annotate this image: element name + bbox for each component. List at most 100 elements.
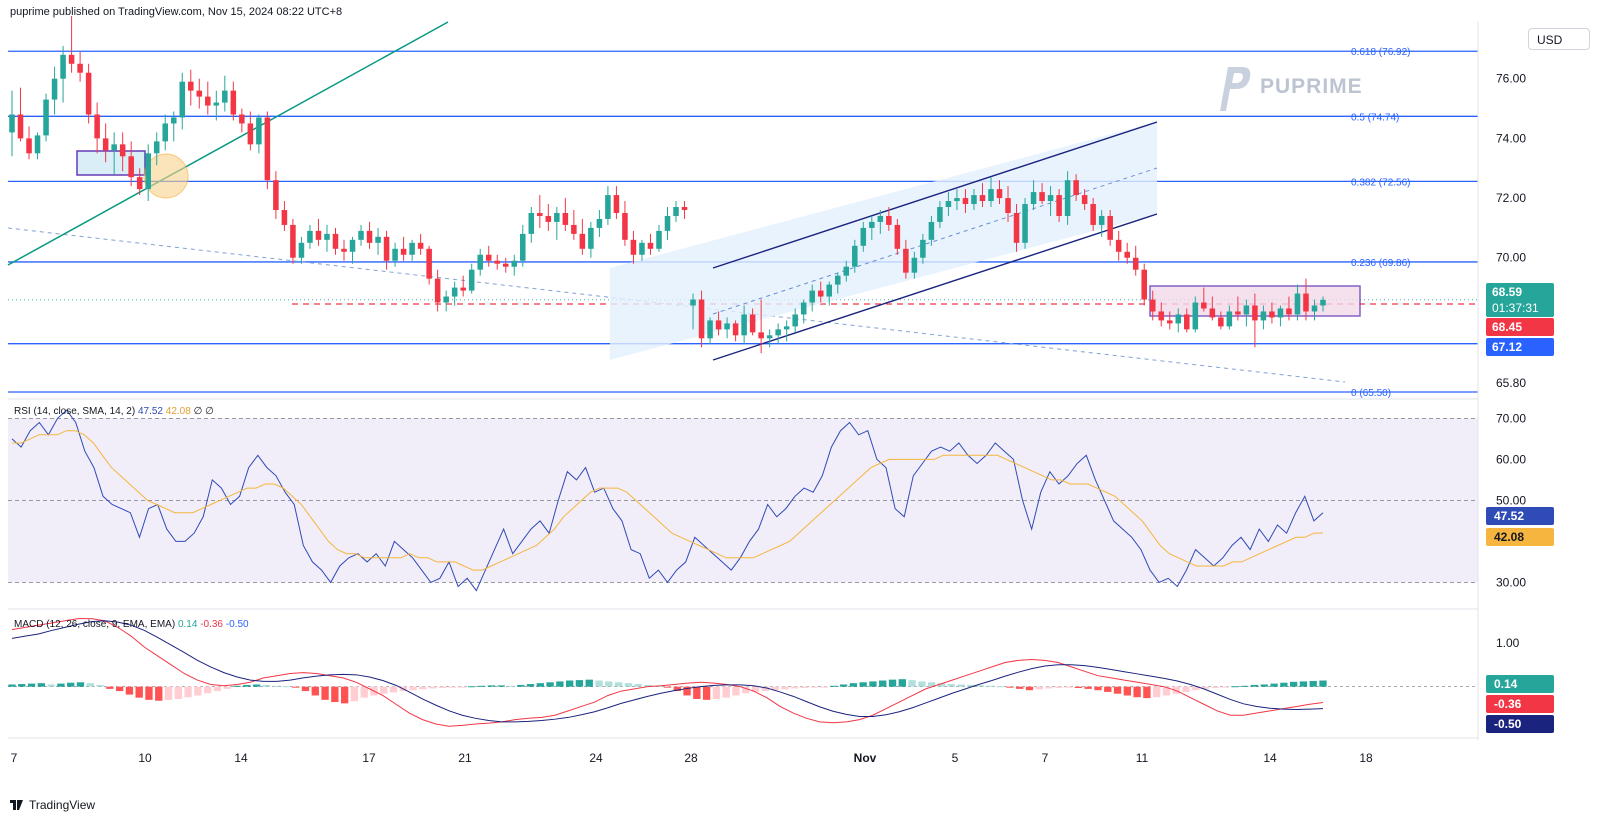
macd-histogram-bar (419, 686, 427, 690)
candle-body (545, 215, 552, 222)
macd-histogram-bar (1231, 686, 1239, 688)
macd-histogram-bar (272, 685, 280, 687)
macd-histogram-bar (673, 686, 681, 692)
candle-body (451, 287, 458, 297)
support-level-badge: 67.12 (1492, 340, 1522, 354)
candle-body (213, 102, 220, 106)
candle-body (298, 242, 305, 258)
macd-histogram-bar (57, 683, 65, 687)
candle-body (349, 239, 356, 252)
macd-histogram-bar (1299, 681, 1308, 687)
rsi-tick: 30.00 (1496, 575, 1526, 589)
macd-histogram-bar (898, 679, 906, 687)
highlight-circle (143, 153, 189, 199)
candle-body (179, 81, 186, 118)
candle-body (775, 329, 781, 336)
macd-histogram-bar (311, 686, 319, 696)
macd-histogram-bar (927, 682, 936, 687)
time-tick: 10 (138, 751, 152, 765)
macd-histogram-bar (223, 686, 231, 689)
macd-histogram-bar (1211, 686, 1220, 688)
fib-label: 0 (65.50) (1351, 388, 1391, 399)
fib-label: 0.618 (76.92) (1351, 47, 1411, 58)
macd-histogram-bar (849, 683, 858, 687)
candle-body (332, 233, 339, 249)
rsi-tick: 60.00 (1496, 452, 1526, 466)
candle-body (34, 135, 41, 154)
candle-body (698, 299, 705, 339)
candle-body (315, 230, 322, 240)
macd-histogram-bar (1064, 686, 1073, 688)
candle-body (647, 242, 654, 249)
candle-body (43, 99, 49, 136)
candle-body (962, 198, 969, 205)
candle-body (732, 323, 739, 336)
macd-histogram-bar (438, 686, 447, 688)
candle-body (247, 123, 254, 145)
candle-body (222, 90, 228, 103)
macd-histogram-bar (301, 686, 310, 692)
macd-histogram-bar (380, 686, 388, 694)
macd-legend: MACD (12, 26, close, 9, EMA, EMA) 0.14 -… (14, 619, 249, 630)
macd-histogram-bar (429, 686, 437, 689)
candle-body (1158, 311, 1165, 321)
rsi-panel (8, 409, 1478, 592)
candle-body (843, 266, 850, 276)
candle-body (1081, 195, 1088, 205)
macd-histogram-bar (115, 686, 124, 692)
candle-body (196, 90, 203, 97)
macd-histogram-bar (1084, 686, 1092, 689)
candle-body (1149, 299, 1156, 312)
candle-body (256, 117, 262, 145)
candle-body (639, 242, 645, 255)
price-tick: 65.80 (1496, 376, 1526, 390)
macd-histogram-bar (810, 686, 818, 688)
macd-histogram-bar (1104, 686, 1112, 692)
candle-body (358, 230, 364, 240)
macd-histogram-bar (1035, 686, 1043, 690)
candle-body (664, 215, 671, 231)
macd-histogram-bar (18, 684, 26, 687)
macd-histogram-bar (477, 685, 486, 687)
macd-line (11, 620, 1324, 723)
candle-body (434, 278, 441, 303)
candle-body (1226, 311, 1233, 327)
macd-signal-badge: -0.36 (1494, 697, 1522, 711)
candle-body (622, 212, 628, 240)
puprime-watermark: PUPRIME (1212, 63, 1363, 111)
candle-body (375, 236, 381, 243)
macd-histogram-bar (918, 681, 926, 687)
macd-histogram-bar (86, 683, 94, 687)
last-price-badge: 68.59 (1492, 285, 1522, 299)
axis-labels: 0.618 (76.92) 0.5 (74.74) 0.382 (72.56) 0.2… (11, 47, 1554, 765)
macd-histogram-bar (1016, 686, 1024, 689)
candle-body (996, 189, 1003, 199)
candle-body (51, 78, 58, 100)
macd-panel (8, 618, 1478, 727)
candle-body (1192, 302, 1199, 330)
candle-body (1090, 204, 1096, 225)
macd-histogram-bar (967, 684, 975, 687)
candle-body (988, 189, 994, 202)
macd-histogram-bar (1045, 686, 1053, 689)
macd-histogram-bar (781, 686, 789, 690)
candle-body (1166, 320, 1173, 324)
channel-fill (609, 122, 1157, 360)
candle-body (937, 207, 943, 222)
macd-histogram-bar (282, 686, 290, 688)
macd-histogram-bar (663, 686, 672, 688)
candle-body (26, 138, 32, 154)
candle-body (911, 257, 918, 273)
candle-body (443, 296, 449, 303)
candle-body (613, 195, 620, 213)
candle-body (869, 221, 875, 228)
macd-histogram-bar (458, 686, 466, 688)
candle-body (1005, 198, 1011, 213)
candle-body (571, 224, 577, 234)
candle-body (1269, 311, 1275, 318)
currency-selector[interactable]: USD (1528, 28, 1590, 50)
candle-body (945, 201, 952, 208)
candle-body (1073, 180, 1079, 196)
macd-histogram-bar (693, 686, 701, 699)
